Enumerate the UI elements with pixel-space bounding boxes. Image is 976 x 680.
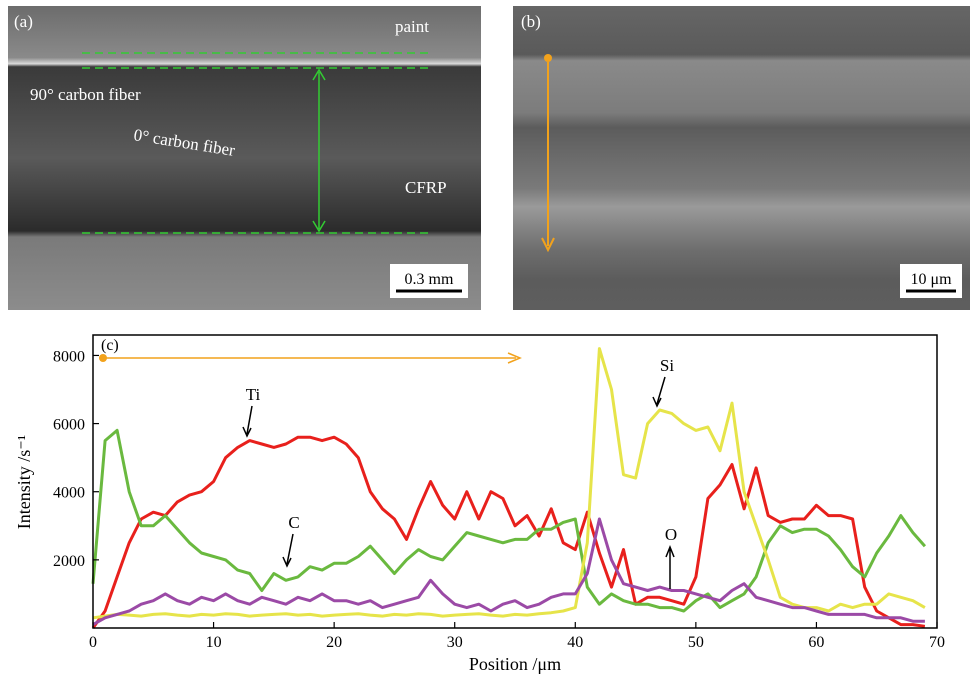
data-line [93,430,925,611]
annotation: Si [660,356,674,375]
x-tick-label: 10 [206,634,222,651]
annotation-arrow [243,406,252,436]
figure: (a) paint 90° carbon fiber 0° carbon fib… [0,0,976,680]
x-tick-label: 0 [89,634,97,651]
scan-start [544,54,552,62]
scan-start [99,354,107,362]
annotation: CFRP [405,178,447,197]
x-tick-label: 40 [567,634,583,651]
y-axis-label: Intensity /s⁻¹ [14,435,34,529]
annotation: 90° carbon fiber [30,85,141,104]
data-line [93,519,925,625]
annotation: O [665,525,677,544]
plot-frame [93,335,937,628]
annotation-arrow [283,534,293,566]
scale-bar-label: 10 μm [910,271,952,288]
x-tick-label: 50 [688,634,704,651]
panel-label: (b) [521,12,541,31]
annotation: C [288,513,299,532]
x-axis-label: Position /μm [469,654,561,674]
x-tick-label: 20 [326,634,342,651]
annotation: Ti [246,385,261,404]
annotation: paint [395,17,429,36]
data-line [93,349,925,618]
y-tick-label: 4000 [53,485,85,502]
y-tick-label: 2000 [53,553,85,570]
x-tick-label: 70 [929,634,945,651]
y-tick-label: 8000 [53,348,85,365]
chart: Position /μm Intensity /s⁻¹ (c) Ti C Si O 0 10… [14,335,945,674]
annotation-arrow [666,547,674,589]
panel-label: (a) [14,12,33,31]
x-tick-label: 60 [808,634,824,651]
panel-label: (c) [101,337,119,354]
plot-lines [93,349,925,628]
y-tick-label: 6000 [53,417,85,434]
annotation-arrow [653,377,665,406]
scale-bar-label: 0.3 mm [405,271,454,288]
x-tick-label: 30 [447,634,463,651]
